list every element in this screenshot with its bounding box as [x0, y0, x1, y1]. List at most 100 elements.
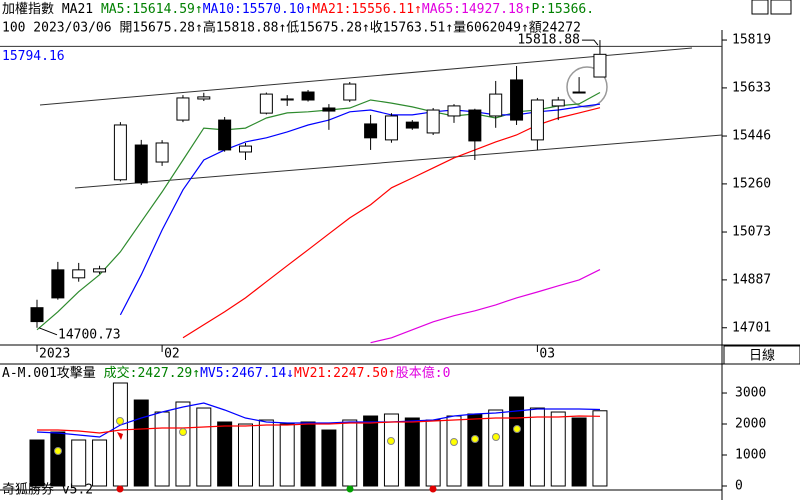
volume-average — [36, 402, 601, 438]
volume-header: A-M.001攻擊量 成交:2427.29↑MV5:2467.14↓MV21:2… — [2, 365, 450, 381]
x-tick-label: 03 — [539, 347, 555, 362]
volume-bar — [342, 419, 358, 487]
signal-dot — [116, 417, 124, 425]
window-button[interactable] — [751, 0, 769, 15]
volume-bar — [29, 439, 45, 487]
candle-body — [51, 269, 65, 299]
candle-body — [197, 96, 211, 100]
volume-bar — [196, 407, 212, 487]
volume-bar — [321, 429, 337, 487]
footer-label: 奇狐勝券 v5.2 — [2, 482, 93, 498]
candle-body — [155, 142, 169, 163]
moving-average — [182, 107, 601, 339]
header-segment: P:15366. — [531, 2, 594, 17]
volume-bar — [592, 410, 608, 487]
header-segment: 成交:2427.29↑ — [104, 365, 200, 381]
y-tick-label: 0 — [735, 479, 743, 494]
header-line: 100 2023/03/06 開15675.28↑高15818.88↑低1567… — [2, 20, 581, 36]
header-segment: MV21:2247.50↑ — [294, 366, 396, 381]
candle-body — [280, 98, 294, 101]
volume-bar — [300, 421, 316, 487]
y-tick-label: 15260 — [732, 176, 771, 191]
candle-body — [239, 145, 252, 153]
trend-line — [74, 134, 723, 189]
candle-body — [30, 307, 44, 323]
signal-dots — [54, 417, 521, 493]
signal-dot — [346, 485, 354, 493]
candle-body — [489, 93, 503, 117]
candle-body — [343, 83, 357, 101]
candle-body — [218, 119, 232, 151]
volume-bar — [425, 419, 441, 487]
moving-average — [370, 269, 601, 344]
candle-body — [134, 144, 148, 184]
candle-body — [530, 99, 544, 141]
highlight-circle — [566, 66, 608, 108]
signal-dot — [492, 433, 500, 441]
signal-dot — [54, 447, 62, 455]
low-annotation: 14700.73 — [58, 327, 121, 342]
header-segment: MA65:14927.18↑ — [422, 2, 532, 17]
candle-body — [510, 79, 524, 121]
y-tick-label: 3000 — [735, 386, 766, 401]
header-segment: A-M.001攻擊量 — [2, 365, 104, 381]
candle-body — [322, 107, 336, 112]
volume-bar — [238, 423, 253, 487]
signal-dot — [179, 428, 187, 436]
y-tick-label: 15446 — [732, 129, 771, 144]
annotation-leader — [38, 327, 58, 336]
volume-bar — [509, 396, 525, 487]
volume-bar — [550, 411, 566, 487]
header-segment: 加權指數 MA21 — [2, 2, 101, 17]
volume-bar — [363, 415, 379, 487]
volume-bar — [529, 407, 545, 487]
y-tick-label: 15073 — [732, 225, 771, 240]
x-tick-label: 2023 — [39, 347, 70, 362]
y-tick-label: 15819 — [732, 33, 771, 48]
volume-bar — [571, 417, 587, 487]
candle-body — [259, 93, 273, 114]
volume-average — [37, 415, 601, 434]
volume-bar — [488, 409, 504, 487]
volume-bar — [383, 413, 399, 487]
window-button[interactable] — [770, 0, 792, 15]
header-segment: MA5:15614.59↑ — [101, 2, 203, 17]
y-tick-label: 14701 — [732, 320, 771, 335]
candle-body — [176, 97, 190, 121]
volume-bar — [71, 439, 87, 487]
annotation-leader — [581, 39, 599, 46]
period-box[interactable] — [723, 345, 800, 365]
signal-dot — [387, 437, 395, 445]
volume-bar — [467, 413, 483, 487]
candle-body — [384, 115, 398, 141]
candle-body — [572, 91, 586, 94]
candle-body — [364, 123, 378, 139]
header-line: 加權指數 MA21 MA5:15614.59↑MA10:15570.10↑MA2… — [2, 2, 594, 17]
header-segment: MA21:15556.11↑ — [312, 2, 422, 17]
signal-dot — [450, 438, 458, 446]
candle-body — [405, 121, 419, 129]
candle-body — [468, 109, 482, 142]
header-segment: 股本億:0 — [396, 365, 451, 381]
volume-bar — [175, 401, 191, 487]
trend-line — [39, 47, 693, 106]
reference-label: 15794.16 — [2, 49, 65, 64]
y-tick-label: 1000 — [735, 448, 766, 463]
volume-bar — [404, 417, 420, 487]
volume-bar — [50, 431, 66, 487]
signal-dot — [429, 485, 437, 493]
candle-body — [593, 53, 607, 78]
header-segment: MV5:2467.14↓ — [200, 366, 294, 381]
candle-body — [93, 268, 107, 273]
y-tick-label: 2000 — [735, 417, 766, 432]
signal-arrow — [117, 432, 123, 440]
candle-body — [426, 109, 440, 134]
volume-bar — [133, 399, 149, 487]
volume-bar — [92, 439, 108, 487]
candle-body — [113, 124, 127, 181]
signal-dot — [116, 485, 124, 493]
x-tick-label: 02 — [164, 347, 180, 362]
volume-bar — [217, 421, 233, 487]
